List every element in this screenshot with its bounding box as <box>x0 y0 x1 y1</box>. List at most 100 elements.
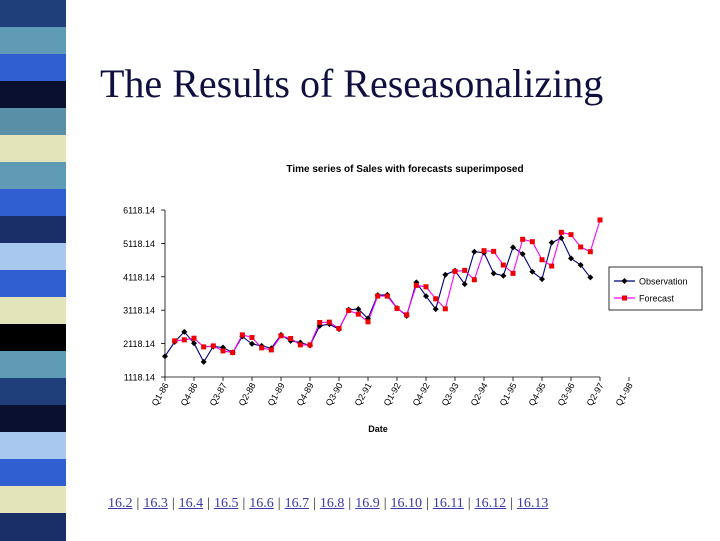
link-separator: | <box>277 496 281 511</box>
forecast-point <box>481 248 487 254</box>
forecast-point <box>375 293 381 299</box>
link-separator: | <box>171 496 175 511</box>
observation-point <box>432 306 439 313</box>
forecast-point <box>442 306 448 312</box>
slide-link[interactable]: 16.7 <box>284 496 310 511</box>
forecast-point <box>510 270 516 276</box>
forecast-point <box>326 319 332 325</box>
link-separator: | <box>207 496 210 511</box>
y-tick-label: 5118.14 <box>123 239 155 249</box>
x-axis-label: Date <box>368 424 388 434</box>
observation-point <box>548 239 555 246</box>
observation-point <box>519 251 526 258</box>
legend-forecast-label: Forecast <box>639 294 675 304</box>
forecast-point <box>587 249 593 255</box>
link-separator: | <box>313 496 316 511</box>
x-tick-label: Q2-94 <box>469 381 490 408</box>
forecast-point <box>413 282 419 288</box>
slide-link[interactable]: 16.13 <box>516 496 549 511</box>
slide-link[interactable]: 16.6 <box>249 496 274 511</box>
forecast-point <box>433 296 439 302</box>
forecast-point <box>500 262 506 268</box>
stripe-block <box>0 297 66 325</box>
series-line-forecast <box>174 219 601 354</box>
forecast-point <box>201 344 207 350</box>
slide-link[interactable]: 16.11 <box>432 496 464 511</box>
x-tick-label: Q4-86 <box>179 381 200 408</box>
legend: Observation Forecast <box>608 266 703 311</box>
forecast-point <box>597 217 603 223</box>
plot-area: 6118.14 5118.14 4118.14 3118.14 2118.14 1118.… <box>123 206 635 408</box>
forecast-point <box>491 248 497 254</box>
slide-navigation: 16.2 | 16.3 | 16.4 | 16.5 | 16.6 | 16.7 | 16.8 | 16.9 |… <box>108 496 548 512</box>
slide-link[interactable]: 16.5 <box>213 496 239 511</box>
legend-box <box>608 266 703 311</box>
link-separator: | <box>426 496 429 511</box>
legend-observation-label: Observation <box>639 277 688 287</box>
observation-point <box>355 306 362 313</box>
stripe-block <box>0 486 66 514</box>
y-tick-label: 6118.14 <box>123 206 155 216</box>
x-tick-label: Q2-91 <box>353 381 374 408</box>
observation-point <box>587 274 594 281</box>
chart-title: Time series of Sales with forecasts supe… <box>286 164 523 175</box>
forecast-point <box>249 335 255 341</box>
y-tick-label: 2118.14 <box>123 339 155 349</box>
stripe-block <box>0 135 66 163</box>
observation-point <box>191 340 197 347</box>
observation-point <box>577 262 584 269</box>
link-separator: | <box>136 496 140 511</box>
x-tick-label: Q3-96 <box>556 381 577 408</box>
slide-link[interactable]: 16.9 <box>355 496 380 511</box>
forecast-point <box>239 332 245 338</box>
x-tick-label: Q3-93 <box>440 381 461 408</box>
stripe-block <box>0 27 66 55</box>
slide-link[interactable]: 16.4 <box>178 496 204 511</box>
slide-link[interactable]: 16.8 <box>319 496 345 511</box>
observation-point <box>529 268 536 275</box>
forecast-point <box>259 345 265 351</box>
observation-point <box>558 234 565 241</box>
stripe-block <box>0 81 66 109</box>
observation-point <box>423 293 429 300</box>
forecast-point <box>423 284 429 290</box>
forecast-point <box>404 312 410 318</box>
forecast-point <box>288 336 294 342</box>
slide-link[interactable]: 16.2 <box>108 496 133 511</box>
observation-point <box>162 353 168 360</box>
y-tick-label: 1118.14 <box>124 373 155 383</box>
x-tick-label: Q4-95 <box>527 381 548 408</box>
slide-link[interactable]: 16.3 <box>143 496 168 511</box>
stripe-block <box>0 324 66 352</box>
forecast-point <box>210 343 216 349</box>
forecast-point <box>317 319 323 325</box>
forecast-point <box>568 232 574 238</box>
x-tick-label: Q1-89 <box>266 381 287 408</box>
observation-point <box>510 244 516 251</box>
forecast-point <box>220 348 226 354</box>
x-tick-label: Q3-90 <box>324 381 345 408</box>
slide-link[interactable]: 16.10 <box>390 496 423 511</box>
link-separator: | <box>467 496 471 511</box>
forecast-point <box>307 342 313 348</box>
observation-point <box>442 271 449 278</box>
forecast-point <box>558 229 564 235</box>
forecast-point <box>578 244 584 250</box>
forecast-point <box>181 337 187 343</box>
slide-link[interactable]: 16.12 <box>474 496 507 511</box>
x-tick-label: Q2-97 <box>585 381 606 408</box>
stripe-block <box>0 216 66 244</box>
stripe-block <box>0 378 66 406</box>
observation-point <box>220 344 226 351</box>
forecast-point <box>462 267 468 273</box>
legend-observation-marker <box>621 278 628 284</box>
forecast-point <box>529 239 535 245</box>
forecast-point <box>549 263 555 269</box>
observation-point <box>249 340 255 347</box>
x-tick-label: Q4-92 <box>411 381 432 408</box>
x-tick-label: Q1-86 <box>150 381 171 408</box>
series-line-observation <box>164 237 591 364</box>
x-tick-label: Q1-92 <box>382 381 403 408</box>
forecast-point <box>297 342 303 348</box>
x-tick-label: Q1-95 <box>498 381 519 408</box>
